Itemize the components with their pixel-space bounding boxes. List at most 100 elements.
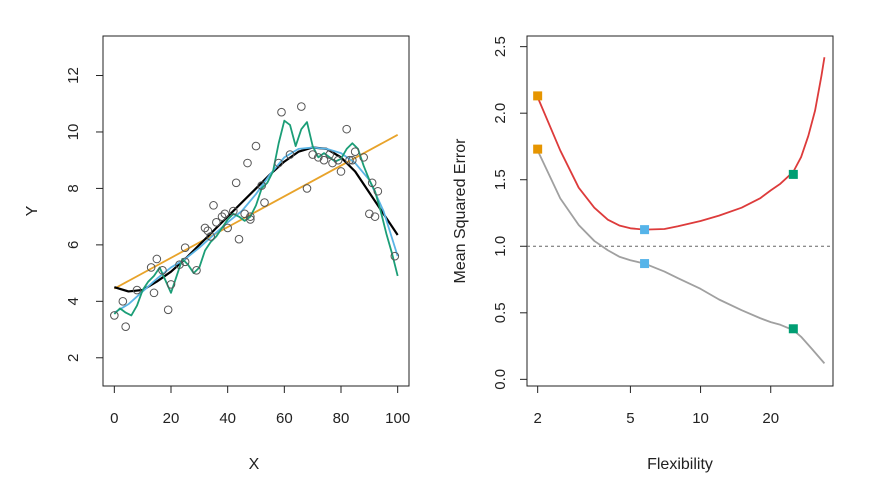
scatter-point [302, 184, 312, 193]
scatter-point [110, 311, 119, 320]
scatter-point [220, 209, 230, 219]
right-y-tick-label: 2.0 [492, 103, 509, 124]
left-x-tick-label: 80 [333, 410, 350, 427]
scatter-point [206, 232, 215, 241]
scatter-point [243, 158, 252, 168]
scatter-point [217, 212, 227, 221]
left-scatter-points [110, 102, 400, 332]
scatter-point [308, 150, 317, 159]
right-y-tick-label: 1.5 [492, 169, 509, 190]
left-x-axis: 0 20 40 60 80 100 [110, 385, 410, 427]
scatter-point [285, 150, 295, 159]
left-series-line [113, 119, 399, 317]
scatter-point [118, 297, 128, 306]
right-error-curves [536, 57, 826, 364]
scatter-point [223, 223, 232, 233]
left-y-axis: 2 4 6 8 10 12 [65, 67, 104, 362]
left-x-tick-label: 60 [276, 410, 293, 427]
scatter-point [209, 201, 218, 210]
right-y-tick-label: 0.5 [492, 302, 509, 323]
scatter-point [367, 178, 377, 188]
left-x-tick-label: 40 [219, 410, 236, 427]
right-y-tick-label: 0.0 [492, 369, 509, 390]
right-y-axis: 0.0 0.5 1.0 1.5 2.0 2.5 [492, 36, 528, 390]
right-x-axis-title: Flexibility [647, 456, 713, 473]
scatter-point [359, 153, 368, 162]
scatter-point [328, 158, 337, 168]
left-y-tick-label: 10 [65, 124, 82, 141]
scatter-point [240, 209, 249, 219]
left-y-tick-label: 8 [65, 184, 82, 192]
scatter-point [325, 150, 334, 159]
scatter-point [257, 181, 266, 190]
left-x-tick-label: 0 [110, 410, 118, 427]
scatter-point [212, 217, 221, 227]
left-x-tick-label: 20 [163, 410, 180, 427]
left-y-tick-label: 12 [65, 67, 82, 84]
left-y-tick-label: 6 [65, 241, 82, 249]
scatter-point [180, 243, 190, 252]
right-x-tick-label: 10 [692, 410, 709, 427]
scatter-point [234, 234, 244, 244]
left-y-tick-label: 4 [65, 297, 82, 305]
right-y-tick-label: 1.0 [492, 236, 509, 257]
right-y-axis-title: Mean Squared Error [452, 138, 469, 284]
right-x-axis: 2 5 10 20 [533, 385, 779, 427]
scatter-point [370, 212, 380, 221]
right-x-tick-label: 20 [762, 410, 779, 427]
right-plot-frame [526, 35, 834, 387]
left-fit-lines [113, 119, 399, 317]
scatter-point [365, 209, 374, 219]
left-x-axis-title: X [249, 456, 260, 473]
right-panel: 2 5 10 20 0.0 0.5 1.0 1.5 2.0 2.5 Flexibility Me… [452, 35, 834, 473]
left-series-line [113, 146, 399, 314]
scatter-point [246, 212, 255, 221]
right-x-tick-label: 5 [626, 410, 634, 427]
scatter-point [175, 260, 184, 269]
scatter-point [121, 322, 130, 332]
scatter-point [180, 257, 190, 267]
scatter-point [297, 102, 306, 111]
right-x-tick-label: 2 [533, 410, 541, 427]
left-series-line [114, 146, 399, 293]
scatter-point [246, 215, 255, 224]
scatter-point [390, 251, 400, 261]
scatter-point [348, 155, 357, 165]
square-marker [533, 91, 543, 101]
scatter-point [345, 155, 354, 165]
scatter-point [132, 285, 142, 295]
scatter-point [163, 305, 173, 315]
square-marker [533, 144, 543, 154]
scatter-point [200, 223, 210, 233]
error-curve [536, 57, 826, 231]
scatter-point [350, 147, 360, 157]
right-y-tick-label: 2.5 [492, 36, 509, 57]
scatter-point [251, 141, 261, 151]
scatter-point [149, 288, 159, 298]
scatter-point [203, 226, 213, 236]
scatter-point [158, 265, 167, 275]
scatter-point [192, 265, 201, 275]
scatter-point [260, 198, 269, 207]
scatter-point [319, 155, 329, 165]
scatter-point [152, 254, 162, 264]
scatter-point [146, 263, 156, 272]
scatter-point [314, 153, 323, 162]
square-marker [788, 324, 798, 334]
scatter-point [336, 167, 346, 176]
scatter-point [342, 124, 351, 134]
scatter-point [229, 206, 238, 216]
square-marker [788, 169, 798, 179]
right-markers [533, 91, 798, 334]
scatter-point [277, 107, 286, 117]
scatter-point [373, 186, 383, 196]
left-y-axis-title: Y [24, 205, 41, 216]
scatter-point [166, 280, 176, 289]
left-x-tick-label: 100 [385, 410, 410, 427]
square-marker [640, 225, 650, 235]
scatter-point [333, 155, 343, 165]
square-marker [640, 259, 650, 269]
left-y-tick-label: 2 [65, 354, 82, 362]
scatter-point [274, 158, 283, 168]
